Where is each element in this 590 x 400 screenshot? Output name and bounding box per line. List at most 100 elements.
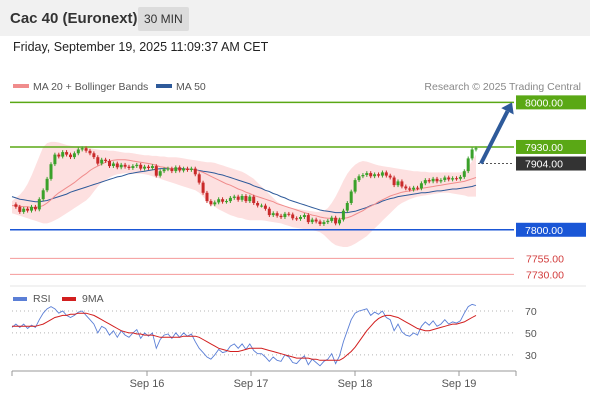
rsi-tick-label-50: 50 <box>525 328 537 340</box>
instrument-title: Cac 40 (Euronext) <box>10 10 138 27</box>
candle-body <box>189 168 193 170</box>
candle-body <box>84 148 88 151</box>
candle-body <box>209 201 213 205</box>
candle-body <box>439 180 443 182</box>
candle-body <box>162 169 166 172</box>
level-label-7800-00: 7800.00 <box>525 225 563 237</box>
candle-body <box>127 166 131 168</box>
candle-body <box>404 186 408 189</box>
candle-body <box>108 161 111 167</box>
rsi-line <box>11 303 477 367</box>
candle-body <box>338 219 341 224</box>
candle-body <box>443 177 447 180</box>
candle-body <box>53 154 57 165</box>
candle-body <box>88 150 92 154</box>
candle-body <box>388 175 392 178</box>
candle-body <box>41 190 45 200</box>
candle-body <box>400 181 404 187</box>
candle-body <box>104 159 108 161</box>
credit-text: Research © 2025 Trading Central <box>424 81 581 93</box>
interval-button[interactable]: 30 MIN <box>138 7 189 31</box>
candle-body <box>18 206 22 212</box>
candle-body <box>111 163 115 166</box>
rsi-tick-label-30: 30 <box>525 350 537 362</box>
legend-swatch-ma20 <box>13 84 29 88</box>
legend-label-9ma: 9MA <box>82 293 104 305</box>
candle-body <box>380 172 384 176</box>
candle-body <box>236 196 240 200</box>
candle-body <box>423 180 427 184</box>
candle-body <box>22 208 26 212</box>
candle-body <box>462 171 466 177</box>
candle-body <box>322 222 326 224</box>
candle-body <box>310 219 314 223</box>
candle-body <box>166 168 170 170</box>
candle-body <box>119 164 123 168</box>
candle-body <box>45 178 49 191</box>
level-tag-7800-00 <box>516 222 586 237</box>
legend-swatch-ma50 <box>156 84 172 88</box>
level-label-7904-00: 7904.00 <box>525 159 563 171</box>
candle-body <box>228 197 232 202</box>
candle-body <box>147 166 150 168</box>
candle-body <box>65 152 69 155</box>
candle-body <box>353 180 357 192</box>
candle-body <box>182 168 186 171</box>
candle-body <box>419 183 423 189</box>
candle-body <box>100 159 104 164</box>
legend-label-ma20: MA 20 + Bollinger Bands <box>33 81 148 93</box>
ma20-line <box>12 159 477 220</box>
legend-swatch-rsi <box>13 297 27 301</box>
rsi-panel: 30 50 70 <box>11 303 537 367</box>
candle-body <box>458 176 462 179</box>
candle-body <box>61 152 65 157</box>
candle-body <box>377 174 380 176</box>
candle-body <box>49 164 53 179</box>
candle-body <box>435 178 439 182</box>
candle-body <box>57 154 61 157</box>
candle-body <box>76 149 80 154</box>
candle-body <box>69 154 72 158</box>
candle-body <box>115 163 119 168</box>
timestamp: Friday, September 19, 2025 11:09:37 AM C… <box>13 40 269 54</box>
candle-body <box>201 182 205 193</box>
level-tag-7904-00 <box>516 156 586 171</box>
level-label-7730-00: 7730.00 <box>526 269 564 281</box>
candle-body <box>139 164 143 169</box>
x-tick-label: Sep 16 <box>130 378 165 390</box>
legend-label-ma50: MA 50 <box>176 81 206 93</box>
candle-body <box>384 172 388 176</box>
candle-body <box>392 177 396 186</box>
candle-body <box>213 202 217 205</box>
candle-body <box>283 213 287 217</box>
candle-body <box>232 196 236 198</box>
candle-body <box>217 199 221 203</box>
x-tick-label: Sep 17 <box>234 378 269 390</box>
candle-body <box>412 187 416 190</box>
level-label-7930-00: 7930.00 <box>525 142 563 154</box>
candle-body <box>474 148 478 150</box>
candle-body <box>295 218 299 220</box>
x-tick-label: Sep 18 <box>338 378 373 390</box>
candle-body <box>314 219 318 222</box>
candle-body <box>256 203 260 206</box>
candle-body <box>267 208 271 216</box>
candle-body <box>447 177 451 180</box>
candle-body <box>154 166 158 176</box>
candle-body <box>205 192 209 202</box>
candle-body <box>299 217 302 219</box>
candle-body <box>306 215 310 223</box>
candle-body <box>357 176 361 181</box>
forecast-arrow-head <box>501 102 514 115</box>
candle-body <box>408 188 412 190</box>
candle-body <box>365 173 369 175</box>
candle-body <box>131 166 135 168</box>
candle-body <box>416 187 419 189</box>
candle-body <box>37 199 41 210</box>
legend-label-rsi: RSI <box>33 293 51 305</box>
candle-body <box>92 153 96 158</box>
level-label-7755-00: 7755.00 <box>526 253 564 265</box>
candle-body <box>244 196 248 202</box>
candle-body <box>326 220 330 223</box>
